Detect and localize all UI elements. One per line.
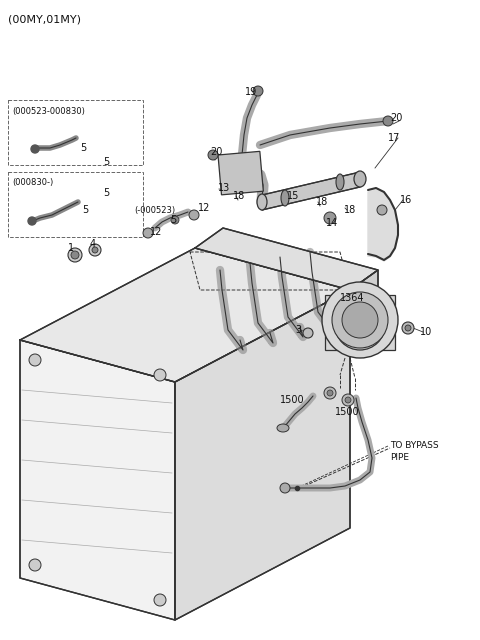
Text: 5: 5 [80,143,86,153]
Text: 1500: 1500 [335,407,360,417]
Circle shape [143,228,153,238]
Circle shape [383,116,393,126]
Text: 18: 18 [233,191,245,201]
Text: 4: 4 [90,239,96,249]
Circle shape [29,354,41,366]
Text: 20: 20 [390,113,402,123]
Text: 18: 18 [316,197,328,207]
Polygon shape [195,228,378,290]
Bar [218,151,264,195]
Circle shape [154,369,166,381]
Circle shape [171,216,179,224]
Text: 5: 5 [82,205,88,215]
Text: (000830-): (000830-) [12,178,53,187]
Text: 14: 14 [326,218,338,228]
Circle shape [322,282,398,358]
Circle shape [335,300,385,350]
Ellipse shape [277,424,289,432]
Circle shape [89,244,101,256]
Text: 13: 13 [218,183,230,193]
Circle shape [405,325,411,331]
Polygon shape [175,290,350,620]
Circle shape [402,322,414,334]
Text: TO BYPASS: TO BYPASS [390,442,439,451]
Polygon shape [350,270,378,340]
Circle shape [92,247,98,253]
Circle shape [332,292,388,348]
Circle shape [31,145,39,153]
Circle shape [303,328,313,338]
Text: PIPE: PIPE [390,454,409,463]
Text: 16: 16 [400,195,412,205]
Circle shape [327,390,333,396]
Ellipse shape [354,171,366,187]
Text: 10: 10 [420,327,432,337]
Circle shape [29,559,41,571]
Text: 20: 20 [210,147,222,157]
Circle shape [68,248,82,262]
Circle shape [253,86,263,96]
Text: (00MY,01MY): (00MY,01MY) [8,14,81,24]
Circle shape [280,483,290,493]
Circle shape [345,397,351,403]
Text: 15: 15 [287,191,300,201]
Text: 5: 5 [170,215,176,225]
Text: 5: 5 [103,188,109,198]
Ellipse shape [281,190,289,206]
Text: (000523-000830): (000523-000830) [12,107,85,116]
Polygon shape [262,172,360,210]
Circle shape [342,394,354,406]
Polygon shape [368,190,398,261]
Text: 18: 18 [344,205,356,215]
Bar [8,172,143,237]
Text: 5: 5 [103,157,109,167]
Text: 3: 3 [295,325,301,335]
Bar [325,295,395,350]
Text: 1: 1 [68,243,74,253]
Circle shape [324,387,336,399]
Ellipse shape [336,174,344,190]
Text: 17: 17 [388,133,400,143]
Circle shape [324,212,336,224]
Text: 1364: 1364 [340,293,364,303]
Circle shape [28,217,36,225]
Circle shape [377,205,387,215]
Polygon shape [20,340,175,620]
Circle shape [71,251,79,259]
Text: 12: 12 [150,227,162,237]
Circle shape [154,594,166,606]
Bar [8,100,143,165]
Circle shape [189,210,199,220]
Circle shape [208,150,218,160]
Text: 1500: 1500 [280,395,305,405]
Text: 12: 12 [198,203,210,213]
Polygon shape [20,248,350,382]
Circle shape [342,302,378,338]
Text: 19: 19 [245,87,257,97]
Text: (-000523): (-000523) [134,205,175,214]
Ellipse shape [257,194,267,210]
